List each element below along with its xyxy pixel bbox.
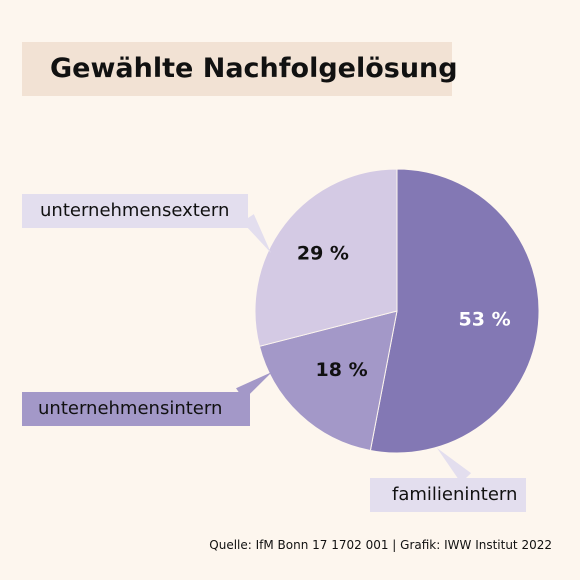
legend-label-unternehmensintern: unternehmensintern	[22, 392, 250, 426]
title-box: Gewählte Nachfolgelösung	[22, 42, 458, 96]
chart-title: Gewählte Nachfolgelösung	[50, 53, 458, 84]
slice-label-unternehmensextern: 29 %	[297, 243, 349, 265]
pointer-unternehmensextern	[242, 214, 271, 253]
legend-label-unternehmensextern: unternehmensextern	[22, 194, 248, 228]
pie-slices	[254, 168, 540, 454]
slice-label-familienintern: 53 %	[459, 308, 511, 330]
slice-labels: 53 % 18 % 29 %	[297, 243, 511, 381]
pie-slice-unternehmensintern	[258, 310, 398, 452]
pointer-familienintern	[437, 448, 472, 483]
pie-slice-familienintern	[369, 168, 540, 454]
legend-label-familienintern: familienintern	[370, 478, 526, 512]
slice-label-unternehmensintern: 18 %	[316, 359, 368, 381]
source-credit: Quelle: IfM Bonn 17 1702 001 | Grafik: I…	[209, 538, 552, 552]
pie-slice-unternehmensextern	[254, 168, 398, 347]
